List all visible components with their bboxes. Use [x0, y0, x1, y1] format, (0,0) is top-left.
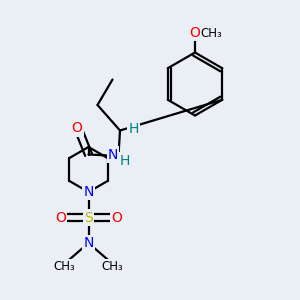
- Text: CH₃: CH₃: [201, 26, 222, 40]
- Text: O: O: [111, 211, 122, 224]
- Text: O: O: [55, 211, 66, 224]
- Text: N: N: [108, 148, 118, 161]
- Text: O: O: [190, 26, 200, 40]
- Text: O: O: [72, 122, 83, 135]
- Text: H: H: [120, 154, 130, 167]
- Text: CH₃: CH₃: [102, 260, 123, 273]
- Text: H: H: [128, 122, 139, 136]
- Text: N: N: [83, 236, 94, 250]
- Text: N: N: [83, 185, 94, 199]
- Text: S: S: [84, 211, 93, 224]
- Text: CH₃: CH₃: [54, 260, 75, 273]
